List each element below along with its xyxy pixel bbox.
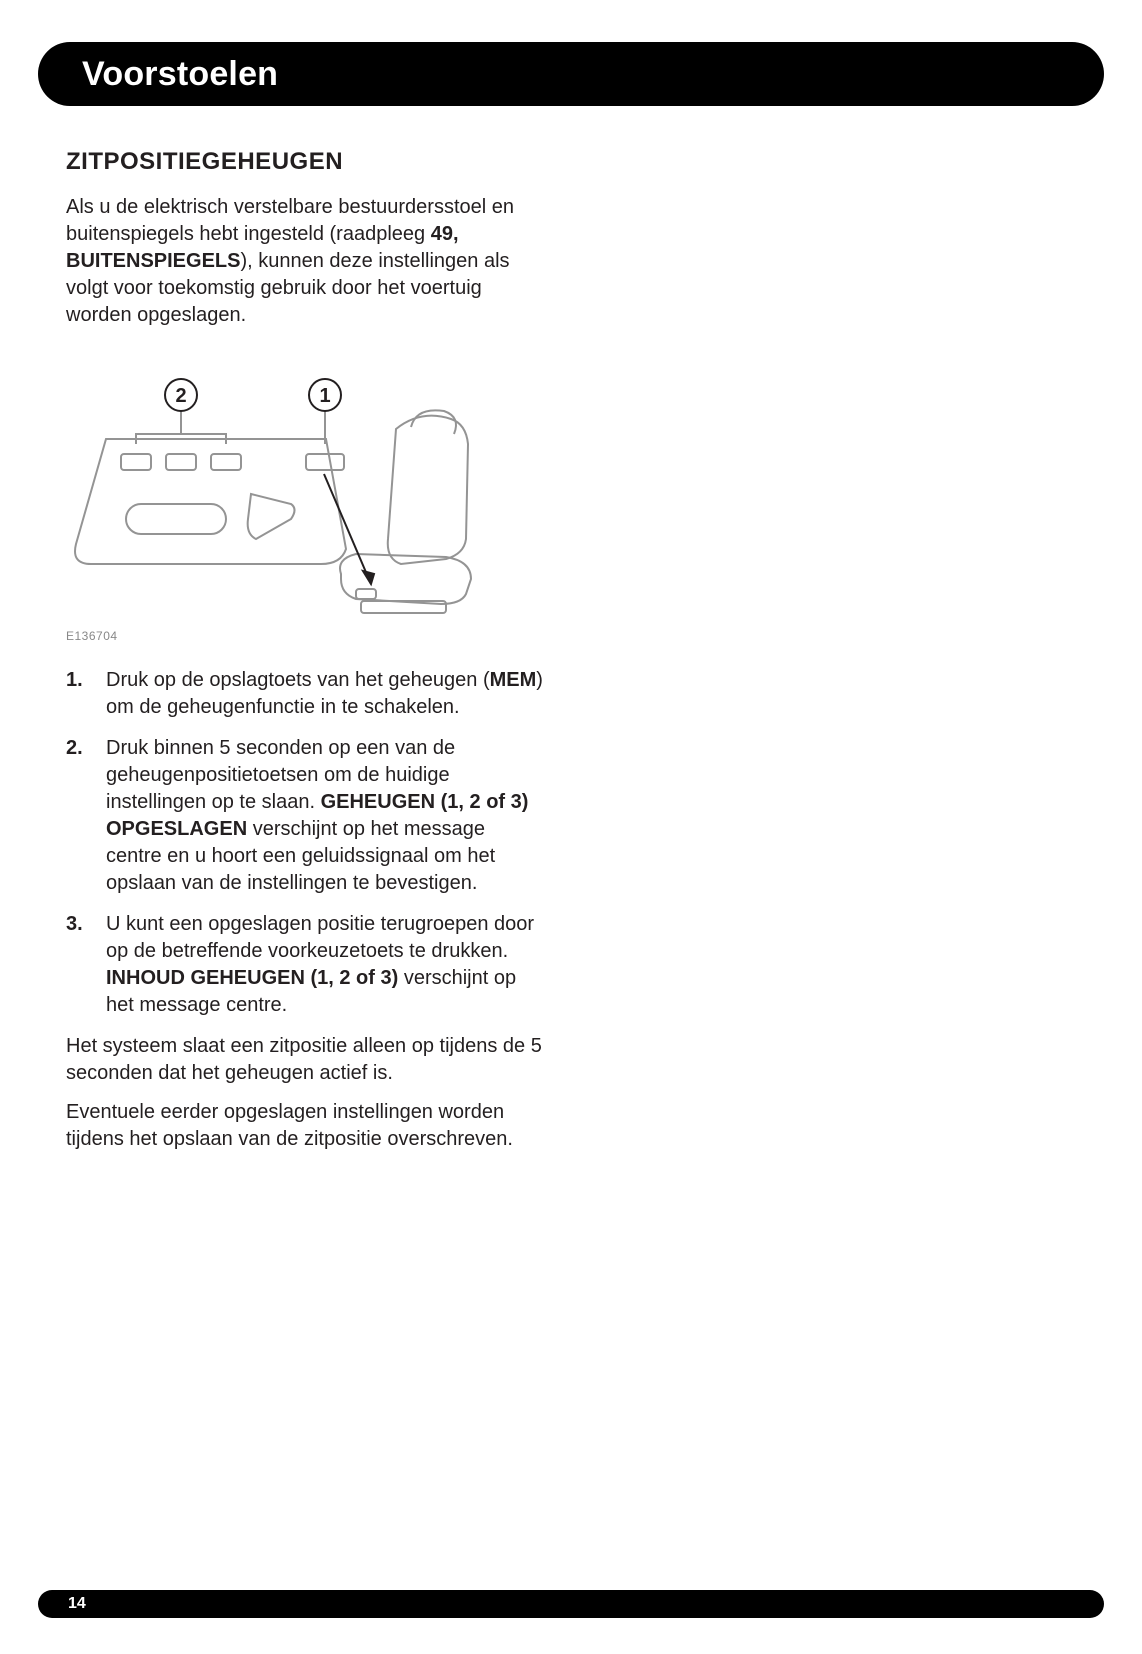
step-3-bold: INHOUD GEHEUGEN (1, 2 of 3) — [106, 967, 398, 989]
trailing-paragraph-1: Het systeem slaat een zitpositie alleen … — [66, 1033, 546, 1087]
seat-memory-diagram: 2 1 — [66, 349, 506, 619]
content-column: ZITPOSITIEGEHEUGEN Als u de elektrisch v… — [66, 148, 546, 1165]
diagram-reference-number: E136704 — [66, 629, 546, 643]
step-1-bold: MEM — [490, 669, 537, 691]
chapter-title: Voorstoelen — [82, 55, 278, 94]
chapter-header-bar: Voorstoelen — [38, 42, 1104, 106]
instruction-list: Druk op de opslagtoets van het geheugen … — [66, 667, 546, 1019]
step-1-text-a: Druk op de opslagtoets van het geheugen … — [106, 669, 490, 691]
trailing-paragraph-2: Eventuele eerder opgeslagen instellingen… — [66, 1099, 546, 1153]
step-3-text-a: U kunt een opgeslagen positie terugroepe… — [106, 913, 534, 962]
footer-bar: 14 — [38, 1590, 1104, 1618]
step-2: Druk binnen 5 seconden op een van de geh… — [66, 735, 546, 897]
step-3: U kunt een opgeslagen positie terugroepe… — [66, 911, 546, 1019]
page-number: 14 — [68, 1595, 86, 1613]
section-heading: ZITPOSITIEGEHEUGEN — [66, 148, 546, 176]
callout-2-label: 2 — [175, 385, 186, 407]
intro-paragraph: Als u de elektrisch verstelbare bestuurd… — [66, 194, 546, 329]
callout-1-label: 1 — [319, 385, 330, 407]
step-1: Druk op de opslagtoets van het geheugen … — [66, 667, 546, 721]
